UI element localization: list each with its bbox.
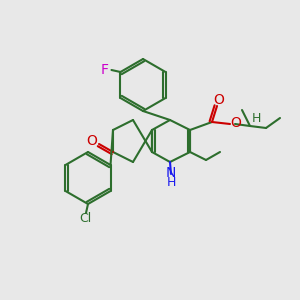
Text: O: O — [231, 116, 242, 130]
Text: Cl: Cl — [79, 212, 91, 224]
Text: H: H — [166, 176, 176, 188]
Text: N: N — [166, 166, 176, 180]
Text: H: H — [251, 112, 261, 124]
Text: O: O — [87, 134, 98, 148]
Text: F: F — [100, 63, 109, 77]
Text: O: O — [214, 93, 224, 107]
